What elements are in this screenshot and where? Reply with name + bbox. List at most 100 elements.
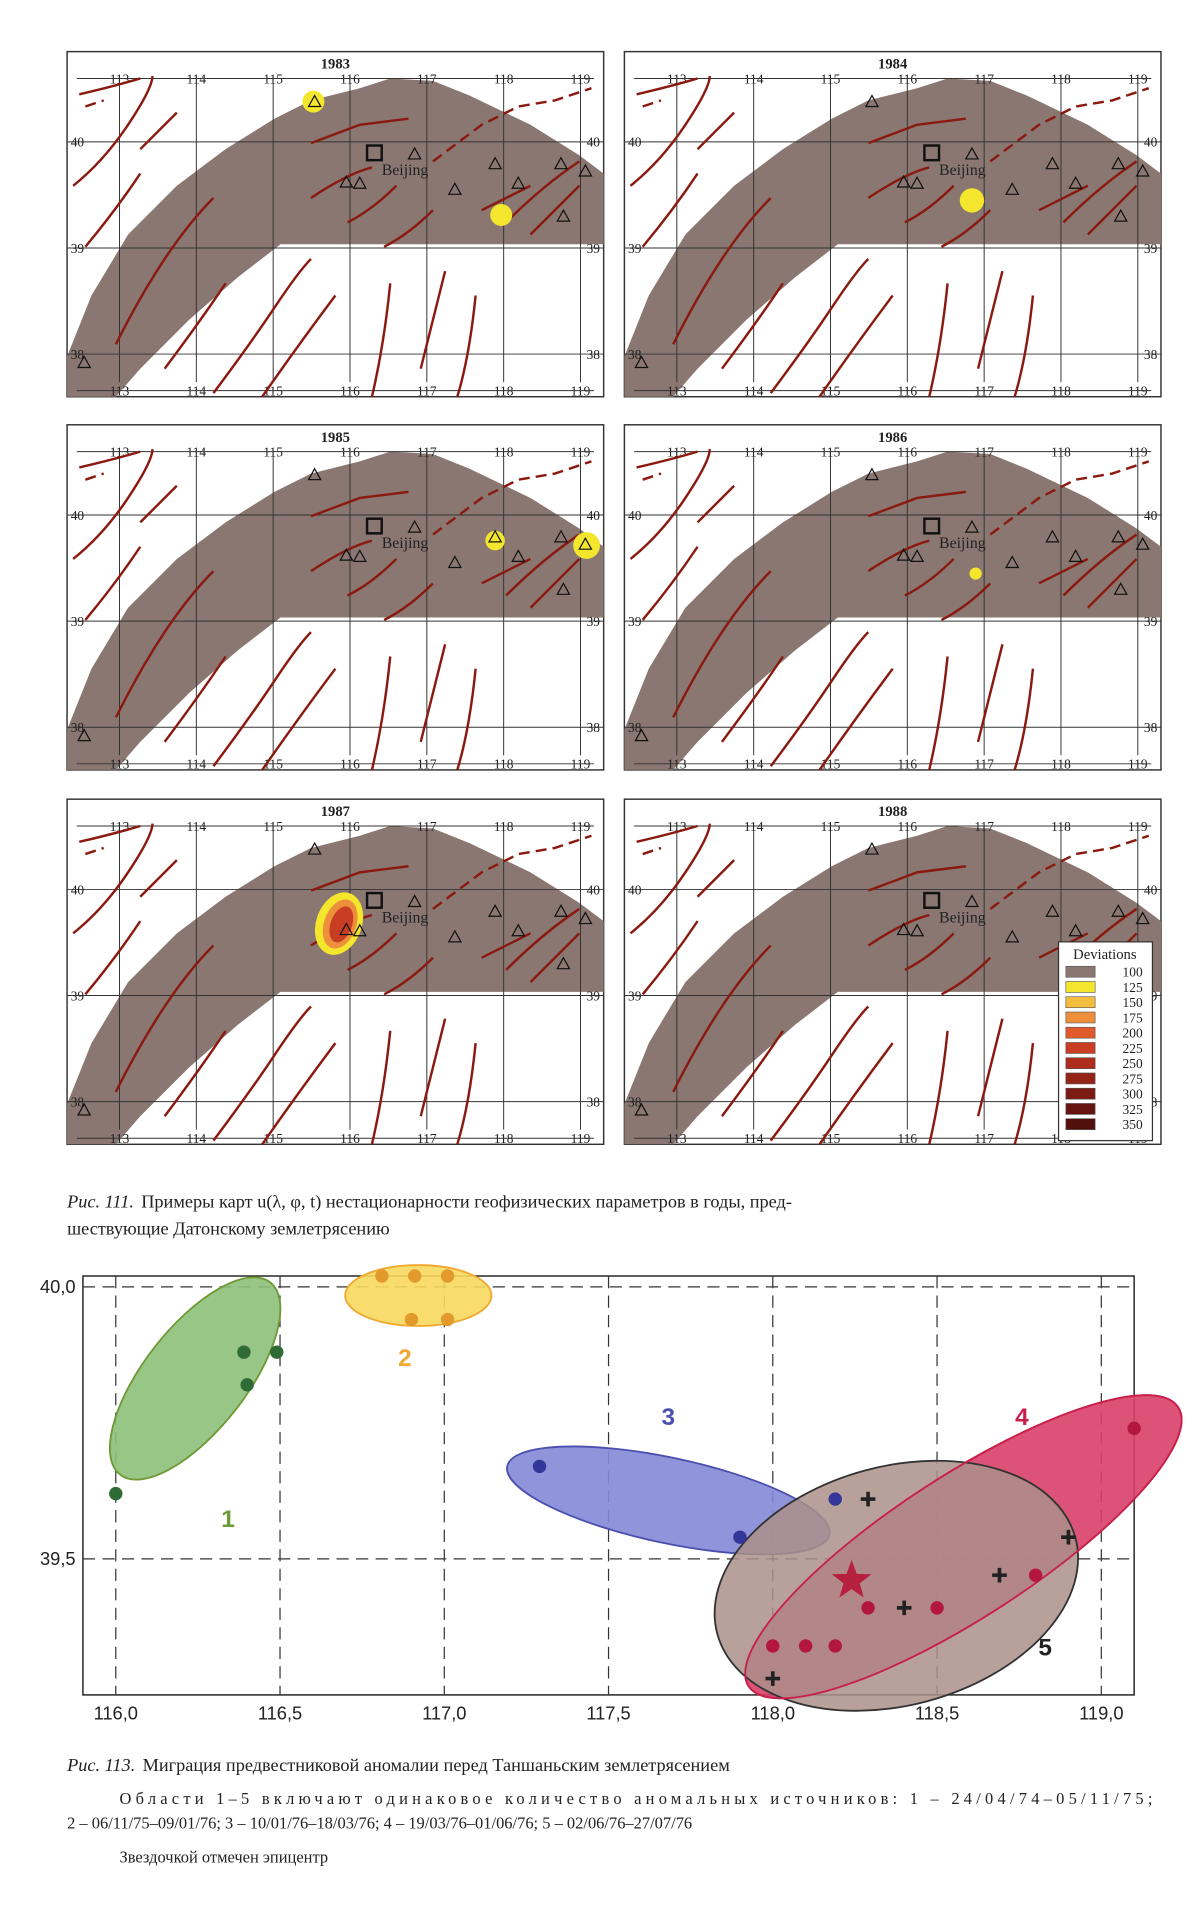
place-label: Beijing <box>939 535 986 552</box>
place-label: Beijing <box>382 909 429 926</box>
legend-swatch <box>1065 996 1096 1009</box>
fault-line <box>1062 160 1138 224</box>
point <box>237 1345 251 1359</box>
legend-value: 325 <box>1123 1102 1143 1117</box>
point <box>440 1312 455 1327</box>
map-panel: 1131131141141151151161161171171181181191… <box>66 50 605 399</box>
station <box>307 841 322 855</box>
caption-text: Миграция предвестниковой аномалии перед … <box>143 1755 731 1775</box>
fault-line <box>419 270 447 369</box>
station <box>1068 175 1083 189</box>
fault-line <box>1013 1042 1035 1145</box>
map-region <box>67 78 604 397</box>
station <box>1005 929 1020 943</box>
station <box>964 146 980 160</box>
fault-line <box>641 546 699 621</box>
map-lat-label: 39 <box>587 988 601 1003</box>
map-lat-label: 38 <box>587 347 601 362</box>
place-label: Beijing <box>939 909 986 926</box>
legend-swatch <box>1065 1072 1096 1085</box>
legend-value: 250 <box>1123 1056 1143 1071</box>
point <box>440 1269 455 1283</box>
legend-swatch <box>1065 1026 1096 1039</box>
map-lat-label: 38 <box>1144 347 1158 362</box>
fault-line <box>769 258 870 394</box>
fault-line <box>481 932 532 959</box>
legend-value: 225 <box>1123 1041 1143 1056</box>
station <box>1005 555 1020 569</box>
fault-line <box>163 1030 227 1117</box>
anomaly <box>302 90 325 113</box>
place-label: Beijing <box>939 162 986 179</box>
map-lat-label: 38 <box>628 720 642 735</box>
fault-line <box>529 558 581 609</box>
map-lat-label: 38 <box>587 720 601 735</box>
map-lat-label: 40 <box>1144 135 1158 150</box>
station <box>339 922 354 936</box>
legend-value: 100 <box>1123 965 1143 980</box>
fault-line <box>672 197 772 345</box>
x-tick-label: 116,5 <box>258 1702 302 1723</box>
fault-line <box>529 184 581 236</box>
fault-line <box>212 631 312 767</box>
x-tick-label: 119,0 <box>1079 1702 1123 1723</box>
fault-line <box>904 184 955 224</box>
station <box>352 923 367 937</box>
fault-line <box>505 160 580 224</box>
fault-line <box>72 823 154 935</box>
station <box>1045 529 1060 543</box>
station <box>964 519 980 533</box>
beijing-marker <box>923 144 941 162</box>
legend-swatch <box>1065 1057 1096 1069</box>
map-lat-label: 39 <box>587 614 601 629</box>
fault-line <box>383 209 434 248</box>
fault-line <box>696 484 736 524</box>
legend-value: 125 <box>1123 980 1143 995</box>
anomaly <box>490 204 513 227</box>
year-label: 1983 <box>321 57 350 73</box>
station <box>1045 156 1060 170</box>
region-label: 5 <box>1038 1634 1052 1661</box>
year-label: 1985 <box>321 430 350 446</box>
year-label: 1984 <box>878 57 908 73</box>
place-label: Beijing <box>382 162 429 179</box>
fault-line <box>928 283 949 398</box>
map-region <box>624 826 1161 1145</box>
region-label: 3 <box>662 1404 676 1431</box>
fault-line <box>370 283 392 398</box>
point <box>375 1269 389 1283</box>
station <box>578 163 593 177</box>
station <box>556 956 571 970</box>
station <box>511 549 526 562</box>
fault-line <box>1038 184 1089 212</box>
point <box>532 1459 547 1474</box>
region-ellipse <box>108 1276 282 1481</box>
station <box>1111 529 1126 543</box>
beijing-marker <box>365 891 383 909</box>
fault-line <box>310 865 409 892</box>
fault-line <box>642 99 662 108</box>
map-lat-label: 40 <box>587 508 601 523</box>
fault-line <box>818 294 894 398</box>
legend-title: Deviations <box>1073 947 1137 963</box>
legend-value: 275 <box>1123 1071 1143 1086</box>
point <box>766 1639 780 1653</box>
fault-line <box>904 932 955 972</box>
map-lat-label: 39 <box>71 241 85 256</box>
station <box>1135 911 1150 925</box>
station <box>864 467 880 481</box>
legend-swatch <box>1065 1011 1096 1024</box>
fault-line <box>261 294 337 398</box>
legend-swatch <box>1065 1103 1096 1115</box>
station <box>1068 549 1083 562</box>
map-lat-label: 38 <box>628 1095 642 1110</box>
fault-line <box>383 582 434 622</box>
station <box>77 1102 92 1116</box>
fault-line <box>1013 668 1035 771</box>
fault-line <box>989 87 1150 163</box>
fault-line <box>976 270 1004 369</box>
caption-text: Примеры карт u(λ, φ, t) нестационарности… <box>141 1192 792 1213</box>
fault-line <box>642 472 662 481</box>
station <box>1113 582 1128 595</box>
map-lat-label: 38 <box>1144 720 1158 735</box>
